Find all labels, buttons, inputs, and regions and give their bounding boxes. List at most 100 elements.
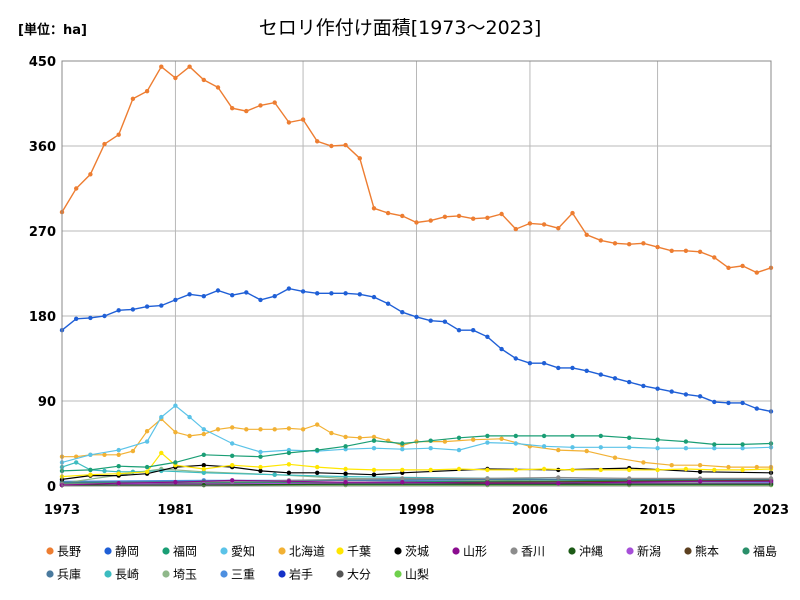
data-point: [173, 480, 178, 485]
data-point: [187, 64, 192, 69]
legend-marker: [46, 547, 54, 555]
legend-item: 岩手: [278, 567, 313, 582]
series-静岡: [59, 286, 774, 414]
data-point: [315, 291, 320, 296]
legend-item: 大分: [336, 568, 371, 582]
data-point: [612, 455, 618, 460]
legend-item: 北海道: [278, 544, 325, 559]
data-point: [116, 132, 121, 137]
data-point: [712, 399, 717, 405]
legend-label: 新潟: [637, 544, 661, 559]
data-point: [357, 292, 362, 297]
legend-marker: [626, 547, 634, 555]
legend-label: 千葉: [347, 545, 371, 559]
data-point: [286, 479, 292, 484]
data-point: [641, 460, 646, 465]
data-point: [272, 427, 277, 432]
data-point: [343, 142, 348, 148]
data-point: [556, 447, 561, 453]
data-point: [343, 444, 348, 449]
data-point: [627, 379, 632, 385]
data-point: [244, 427, 249, 432]
data-point: [173, 460, 178, 465]
data-point: [102, 468, 107, 474]
data-point: [400, 441, 405, 446]
data-point: [641, 383, 646, 389]
data-point: [726, 464, 731, 470]
legend-marker: [104, 570, 112, 578]
data-point: [173, 430, 178, 435]
data-point: [471, 216, 476, 221]
legend-label: 山形: [463, 545, 487, 559]
legend-label: 埼玉: [173, 568, 197, 582]
legend-item: 福岡: [162, 544, 197, 559]
data-point: [343, 480, 348, 485]
x-tick-label: 1981: [157, 503, 193, 518]
data-point: [485, 433, 490, 439]
data-point: [740, 400, 745, 406]
data-point: [74, 316, 79, 321]
data-point: [697, 394, 703, 399]
data-point: [215, 288, 221, 293]
data-point: [740, 442, 745, 447]
data-point: [541, 466, 547, 472]
data-point: [712, 467, 717, 473]
data-point: [655, 446, 660, 451]
data-point: [740, 263, 745, 269]
data-point: [485, 467, 490, 473]
data-point: [428, 438, 433, 443]
data-point: [541, 433, 547, 439]
legend-label: 長野: [57, 545, 81, 559]
data-point: [499, 436, 504, 441]
data-point: [655, 244, 660, 250]
data-point: [442, 214, 448, 219]
legend-label: 三重: [231, 568, 255, 582]
legend-item: 長野: [46, 545, 81, 559]
data-point: [726, 265, 731, 270]
legend-marker: [46, 570, 54, 578]
data-point: [144, 464, 150, 470]
data-point: [258, 468, 263, 474]
legend-item: 熊本: [684, 544, 719, 559]
data-point: [130, 448, 136, 454]
legend-item: 山形: [452, 545, 487, 559]
legend-marker: [278, 547, 286, 555]
data-point: [173, 75, 178, 81]
legend-label: 大分: [347, 568, 371, 582]
data-point: [286, 286, 292, 291]
legend-marker: [394, 547, 402, 555]
chart-title: セロリ作付け面積[1973～2023]: [259, 17, 542, 39]
data-point: [230, 441, 235, 446]
data-point: [712, 255, 717, 260]
series-line: [61, 404, 772, 463]
data-point: [527, 221, 533, 226]
data-point: [102, 141, 107, 147]
data-point: [598, 238, 603, 243]
data-point: [201, 463, 206, 468]
series-layer: [59, 64, 774, 488]
data-point: [201, 427, 206, 432]
data-point: [357, 435, 362, 440]
legend-item: 沖縄: [568, 544, 603, 559]
data-point: [116, 464, 121, 469]
data-point: [173, 403, 178, 408]
legend-marker: [510, 547, 518, 555]
legend-item: 三重: [220, 568, 255, 582]
data-point: [385, 301, 391, 306]
y-tick-label: 180: [29, 310, 56, 325]
data-point: [230, 293, 235, 298]
data-point: [201, 77, 206, 83]
data-point: [187, 414, 192, 420]
x-tick-label: 1973: [44, 503, 80, 518]
data-point: [201, 470, 206, 475]
series-line: [61, 435, 772, 472]
data-point: [400, 467, 405, 473]
data-point: [130, 307, 136, 312]
data-point: [102, 313, 107, 319]
data-point: [456, 466, 462, 472]
data-point: [144, 439, 150, 444]
data-point: [513, 226, 518, 232]
data-point: [187, 292, 192, 297]
data-point: [371, 206, 377, 211]
data-point: [697, 469, 703, 474]
